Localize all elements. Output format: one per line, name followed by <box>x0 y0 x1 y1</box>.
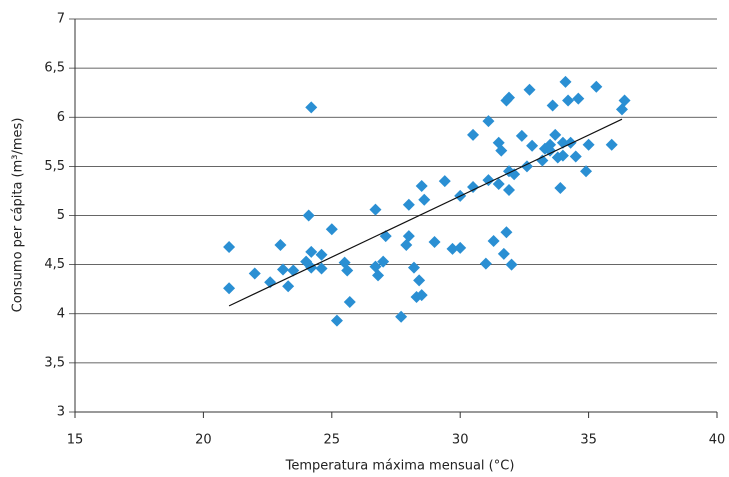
point <box>402 230 415 243</box>
point <box>282 280 295 293</box>
x-axis-label: Temperatura máxima mensual (°C) <box>285 459 515 474</box>
y-tick-label: 4 <box>57 306 65 321</box>
point <box>482 174 495 187</box>
y-tick-label: 5 <box>57 208 65 223</box>
point <box>454 241 467 254</box>
point <box>497 247 510 260</box>
point <box>526 139 539 152</box>
y-tick-label: 5,5 <box>44 159 65 174</box>
point <box>315 248 328 261</box>
point <box>546 99 559 112</box>
point <box>415 180 428 193</box>
point <box>446 242 459 255</box>
point <box>562 94 575 107</box>
x-tick-label: 15 <box>67 433 84 448</box>
point <box>615 103 628 116</box>
point <box>305 101 318 114</box>
point <box>402 198 415 211</box>
point <box>487 235 500 248</box>
y-tick-label: 3 <box>57 405 65 420</box>
point <box>559 75 572 88</box>
point <box>580 165 593 178</box>
point <box>495 144 508 157</box>
point <box>564 136 577 149</box>
y-axis-label: Consumo per cápita (m³/mes) <box>11 118 26 313</box>
point <box>515 129 528 142</box>
point <box>395 310 408 323</box>
point <box>400 238 413 251</box>
point <box>618 94 631 107</box>
point <box>369 260 382 273</box>
x-tick-label: 40 <box>709 433 726 448</box>
point <box>536 154 549 167</box>
point <box>549 128 562 141</box>
x-tick-label: 25 <box>324 433 341 448</box>
point <box>467 128 480 141</box>
point <box>369 203 382 216</box>
x-tick-label: 20 <box>195 433 212 448</box>
y-tick-label: 4,5 <box>44 257 65 272</box>
y-tick-label: 3,5 <box>44 355 65 370</box>
point <box>502 91 515 104</box>
point <box>467 181 480 194</box>
point <box>287 264 300 277</box>
y-tick-label: 7 <box>57 12 65 27</box>
point <box>223 282 236 295</box>
point <box>572 92 585 105</box>
point <box>325 223 338 236</box>
point <box>569 150 582 163</box>
point <box>305 261 318 274</box>
point <box>482 115 495 128</box>
point <box>315 262 328 275</box>
point <box>274 238 287 251</box>
point <box>330 314 343 327</box>
y-tick-label: 6 <box>57 110 65 125</box>
point <box>372 269 385 282</box>
point <box>305 245 318 258</box>
point <box>544 138 557 151</box>
point <box>554 181 567 194</box>
point <box>505 258 518 271</box>
point <box>413 274 426 287</box>
point <box>277 263 290 276</box>
point <box>492 178 505 191</box>
y-tick-label: 6,5 <box>44 61 65 76</box>
point <box>415 289 428 302</box>
point <box>605 138 618 151</box>
point <box>590 80 603 93</box>
point <box>341 264 354 277</box>
point <box>407 261 420 274</box>
point <box>302 209 315 222</box>
point <box>248 267 261 280</box>
point <box>500 226 513 239</box>
point <box>438 175 451 188</box>
point <box>479 257 492 270</box>
point <box>582 138 595 151</box>
x-tick-label: 35 <box>580 433 597 448</box>
point <box>223 240 236 253</box>
trend-line <box>228 118 623 307</box>
point <box>523 83 536 96</box>
point <box>377 255 390 268</box>
point <box>556 149 569 162</box>
x-tick-label: 30 <box>452 433 469 448</box>
point <box>502 183 515 196</box>
point <box>343 295 356 308</box>
point <box>418 193 431 206</box>
point <box>428 236 441 249</box>
